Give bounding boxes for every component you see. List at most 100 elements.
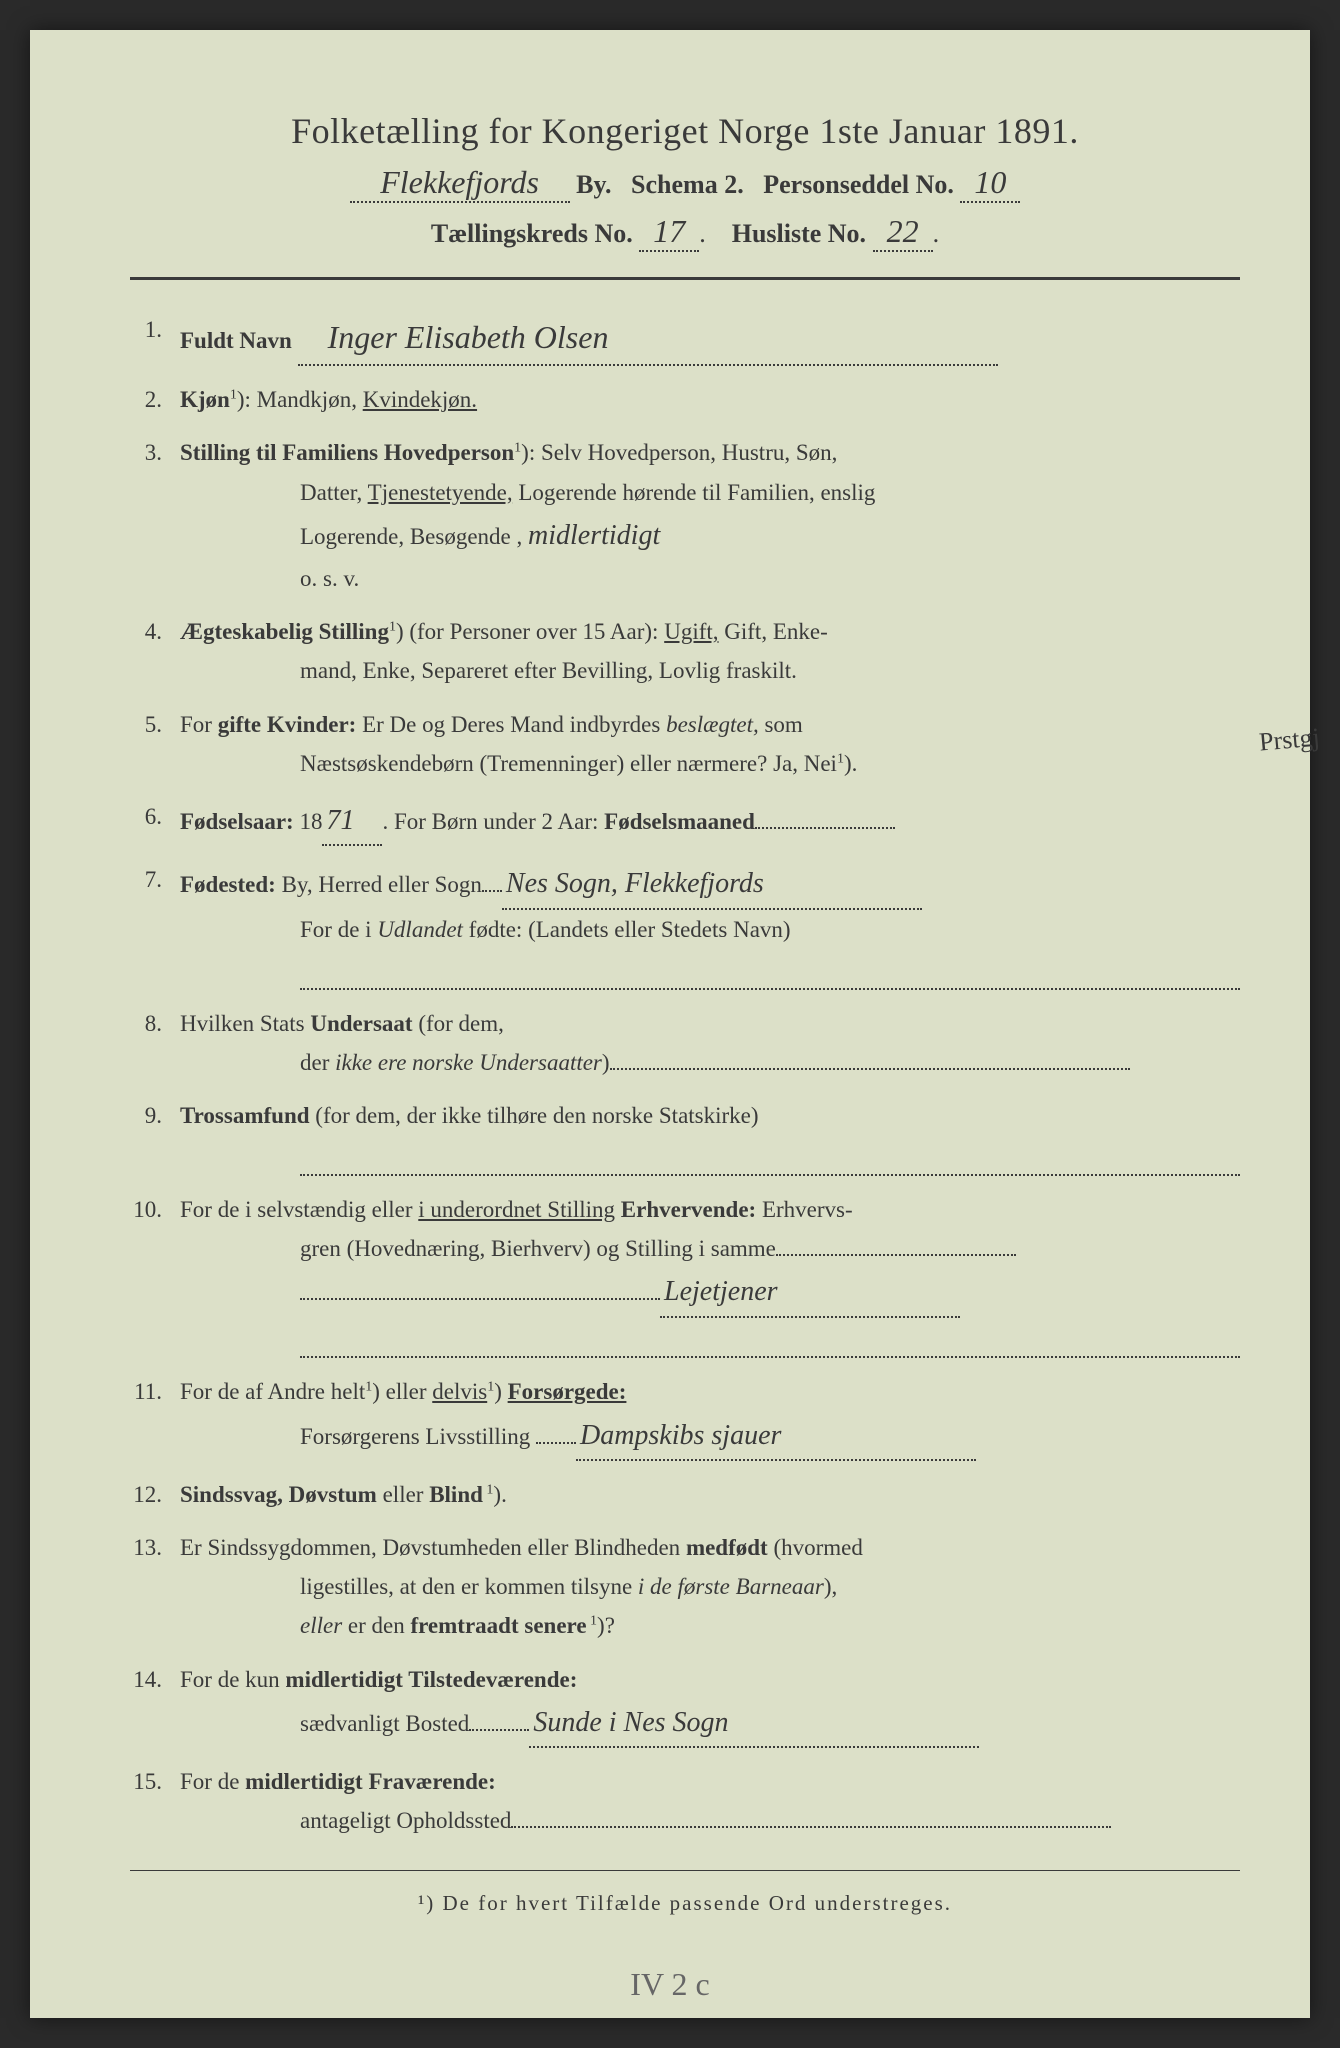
item-content: Fødselsaar: 1871. For Børn under 2 Aar: … (180, 797, 1240, 847)
indent-block: gren (Hovednæring, Bierhverv) og Stillin… (180, 1229, 1240, 1358)
item-10: 10. For de i selvstændig eller i underor… (130, 1190, 1240, 1359)
item-13: 13. Er Sindssygdommen, Døvstumheden elle… (130, 1528, 1240, 1645)
sind-line3-text: er den (342, 1613, 410, 1638)
item-3: 3. Stilling til Familiens Hovedperson1):… (130, 433, 1240, 598)
indent-block: For de i Udlandet fødte: (Landets eller … (180, 910, 1240, 990)
item-14: 14. For de kun midlertidigt Tilstedevære… (130, 1660, 1240, 1749)
stilling-line4: o. s. v. (300, 566, 359, 591)
fod-year: 71 (322, 797, 382, 847)
item-9: 9. Trossamfund (for dem, der ikke tilhør… (130, 1096, 1240, 1176)
item-content: Ægteskabelig Stilling1) (for Personer ov… (180, 612, 1240, 690)
undersaat-text2: (for dem, (413, 1011, 504, 1036)
sind-line3-end: )? (597, 1613, 615, 1638)
item-content: Trossamfund (for dem, der ikke tilhøre d… (180, 1096, 1240, 1176)
personseddel-label: Personseddel No. (763, 170, 954, 199)
label-kjon: Kjøn (180, 387, 230, 412)
undersaat-line2-italic: ikke ere norske Undersaatter (335, 1050, 602, 1075)
item-2: 2. Kjøn1): Mandkjøn, Kvindekjøn. (130, 380, 1240, 419)
undersaat-text1: Hvilken Stats (180, 1011, 310, 1036)
footnote: ¹) De for hvert Tilfælde passende Ord un… (130, 1891, 1240, 1916)
item-7: 7. Fødested: By, Herred eller SognNes So… (130, 860, 1240, 989)
bottom-mark: IV 2 c (630, 1966, 709, 2003)
label-fuldt-navn: Fuldt Navn (180, 328, 292, 353)
gifte-italic: beslægtet, (666, 712, 759, 737)
item-5: 5. For gifte Kvinder: Er De og Deres Man… (130, 705, 1240, 783)
item-num: 9. (130, 1096, 180, 1176)
gifte-text2: som (759, 712, 803, 737)
erhv-value: Lejetjener (660, 1268, 960, 1318)
sind-line3-italic: eller (300, 1613, 342, 1638)
fodested-line2-italic: Udlandet (377, 917, 463, 942)
fodested-text: By, Herred eller Sogn (276, 872, 482, 897)
label-forsorgede: Forsørgede: (508, 1379, 627, 1404)
sind-line2-italic: i de første Barneaar (638, 1574, 824, 1599)
tros-text: (for dem, der ikke tilhøre den norske St… (310, 1103, 759, 1128)
item-content: For de kun midlertidigt Tilstedeværende:… (180, 1660, 1240, 1749)
item-num: 11. (130, 1372, 180, 1461)
item-content: Er Sindssygdommen, Døvstumheden eller Bl… (180, 1528, 1240, 1645)
tilst-value: Sunde i Nes Sogn (529, 1699, 979, 1749)
census-form-page: Folketælling for Kongeriget Norge 1ste J… (30, 30, 1310, 2018)
undersaat-line2-pre: der (300, 1050, 335, 1075)
undersaat-line2-post: ) (602, 1050, 610, 1075)
label-sindssvag: Sindssvag, Døvstum (180, 1482, 377, 1507)
indent-block: mand, Enke, Separeret efter Bevilling, L… (180, 651, 1240, 690)
item-15: 15. For de midlertidigt Fraværende: anta… (130, 1762, 1240, 1840)
erhv-line2: gren (Hovednæring, Bierhverv) og Stillin… (300, 1236, 776, 1261)
name-value: Inger Elisabeth Olsen (298, 310, 998, 366)
fod-prefix: 18 (294, 809, 323, 834)
header-line-3: Tællingskreds No. 17. Husliste No. 22. (130, 213, 1240, 252)
item-6: 6. Fødselsaar: 1871. For Børn under 2 Aa… (130, 797, 1240, 847)
stilling-underlined: Tjenestetyende, (368, 480, 513, 505)
item-12: 12. Sindssvag, Døvstum eller Blind 1). (130, 1475, 1240, 1514)
item-content: Hvilken Stats Undersaat (for dem, der ik… (180, 1004, 1240, 1082)
husliste-label: Husliste No. (732, 219, 866, 248)
label-fodselsaar: Fødselsaar: (180, 809, 294, 834)
gifte-line2: Næstsøskendebørn (Tremenninger) eller næ… (300, 751, 837, 776)
item-content: For gifte Kvinder: Er De og Deres Mand i… (180, 705, 1240, 783)
frav-text1: For de (180, 1769, 245, 1794)
header-line-2: Flekkefjords By. Schema 2. Personseddel … (130, 164, 1240, 203)
label-erhvervende: Erhvervende: (615, 1197, 756, 1222)
fremtraadt: fremtraadt senere (410, 1613, 586, 1638)
fors-underlined: delvis (432, 1379, 487, 1404)
erhv-text2: Erhvervs- (756, 1197, 852, 1222)
fors-text1: For de af Andre helt (180, 1379, 365, 1404)
item-num: 15. (130, 1762, 180, 1840)
dotted-blank (300, 953, 1240, 990)
indent-block: Næstsøskendebørn (Tremenninger) eller næ… (180, 744, 1240, 783)
item-11: 11. For de af Andre helt1) eller delvis1… (130, 1372, 1240, 1461)
item-num: 3. (130, 433, 180, 598)
item-content: For de midlertidigt Fraværende: antageli… (180, 1762, 1240, 1840)
item-content: Stilling til Familiens Hovedperson1): Se… (180, 433, 1240, 598)
divider-top (130, 277, 1240, 280)
medfodt: medfødt (686, 1535, 768, 1560)
item-content: Kjøn1): Mandkjøn, Kvindekjøn. (180, 380, 1240, 419)
personseddel-no: 10 (960, 164, 1020, 203)
item-num: 5. (130, 705, 180, 783)
label-blind: Blind (429, 1482, 483, 1507)
stilling-text1: ): Selv Hovedperson, Hustru, Søn, (521, 440, 837, 465)
dotted-blank (300, 1139, 1240, 1176)
item-num: 1. (130, 310, 180, 366)
frav-line2: antageligt Opholdssted (300, 1808, 511, 1833)
fors-line2: Forsørgerens Livsstilling (300, 1424, 530, 1449)
label-tilstedevaerende: midlertidigt Tilstedeværende: (285, 1667, 577, 1692)
stilling-handwritten: midlertidigt (528, 520, 660, 551)
sind-line2-post: ), (824, 1574, 837, 1599)
label-fravaerende: midlertidigt Fraværende: (245, 1769, 496, 1794)
erhv-underlined: i underordnet Stilling (418, 1197, 615, 1222)
fodested-value: Nes Sogn, Flekkefjords (502, 860, 922, 910)
indent-block: der ikke ere norske Undersaatter) (180, 1043, 1240, 1082)
label-fodested: Fødested: (180, 872, 276, 897)
kjon-underlined: Kvindekjøn. (363, 387, 477, 412)
taellingskreds-no: 17 (639, 213, 699, 252)
item-num: 6. (130, 797, 180, 847)
husliste-no: 22 (873, 213, 933, 252)
label-undersaat: Undersaat (310, 1011, 412, 1036)
item-num: 8. (130, 1004, 180, 1082)
sind-text2: (hvormed (768, 1535, 863, 1560)
fors-text3: ) (494, 1379, 507, 1404)
gifte-pre: For (180, 712, 218, 737)
label-stilling: Stilling til Familiens Hovedperson (180, 440, 514, 465)
